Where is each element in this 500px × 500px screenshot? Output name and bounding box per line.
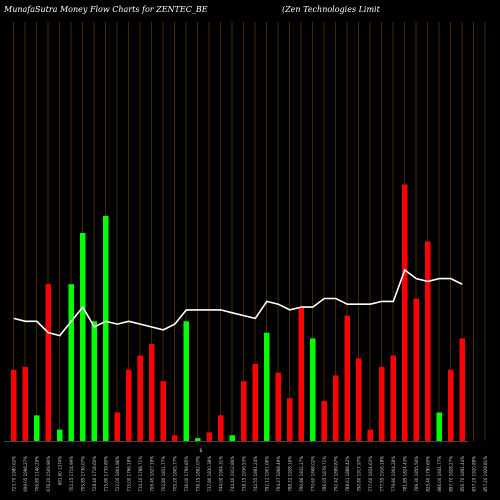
x-tick-label: 770.60 1848.02% [311,456,316,492]
x-tick-label: 702.15 1714.99% [69,456,74,492]
money-flow-bar [367,429,373,441]
money-flow-bar [241,381,247,441]
x-tick-label: 715.80 1739.80% [104,456,109,492]
money-flow-bar [22,366,28,441]
money-flow-bar [390,355,396,441]
money-flow-bar [114,412,120,441]
money-flow-bar [264,332,270,441]
money-flow-bar [172,435,178,441]
money-flow-bar [126,369,132,441]
x-tick-label: 738.15 1936.53% [242,456,247,492]
x-tick-label: 736.15 1892.07% [196,456,201,492]
x-tick-label: 788.61 1888.42% [345,456,350,492]
x-tick-label: 790.86 1832.27% [299,456,304,492]
money-flow-bar [402,184,408,441]
money-flow-bar [436,412,442,441]
money-flow-bar [103,215,109,441]
money-flow-bar [206,432,212,441]
money-flow-bar [275,372,281,441]
x-tick-label: 792.42 1899.87% [334,456,339,492]
x-tick-label: 794.27 1868.49% [276,456,281,492]
money-flow-bar [425,241,431,441]
money-flow-bar [68,284,74,441]
money-flow-bar [218,415,224,441]
money-flow-bar [45,284,51,441]
x-tick-label: 706.80 1146.29% [35,456,40,492]
x-tick-label: 676.20 1509.96% [46,456,51,492]
x-tick-label: 781.85 1824.43% [403,456,408,492]
money-flow-bar [149,344,155,441]
money-flow-bar [287,398,293,441]
x-tick-label: 728.40 1718.60% [92,456,97,492]
x-tick-label: 742.55 1881.24% [253,456,258,492]
money-flow-bar [34,415,40,441]
chart-subtitle: (Zen Technologies Limit [282,5,381,14]
money-flow-bar [195,438,201,441]
money-flow-bar [321,401,327,441]
x-tick-label: 702.80 1831.77% [161,456,166,492]
x-tick-label: 705.20 1805.77% [173,456,178,492]
price-trend-line [13,268,463,337]
x-tick-label: 722.00 1804.96% [115,456,120,492]
money-flow-bar [310,338,316,441]
x-tick-label: 737.80 1830.38% [207,456,212,492]
x-tick-label: 837.20 1920.88% [472,456,477,492]
money-flow-bars [11,184,465,441]
money-flow-bar [160,381,166,441]
money-flow-bar [298,307,304,441]
x-tick-label: 744.00 1904.31% [219,456,224,492]
x-tick-label: 897.70 1828.27% [449,456,454,492]
x-tick-label: 744.40 1912.86% [230,456,235,492]
money-flow-bar [379,366,385,441]
money-flow-bar [11,369,17,441]
money-flow-bar [137,355,143,441]
x-tick-label: 777.60 1824.63% [368,456,373,492]
x-tick-label: 681.60 1374% [58,456,63,485]
x-tick-label: 825.40 1790.60% [426,456,431,492]
x-tick-label: 715.00 1766.18% [127,456,132,492]
money-flow-bar [344,315,350,441]
x-tick-label: 856.70 1892.44% [460,456,465,492]
x-tick-label: 779.80 1904.28% [391,456,396,492]
x-tick-label: 699.05 1998.27% [23,456,28,492]
money-flow-bar [91,321,97,441]
x-tick-label: 786.05 1878.71% [322,456,327,492]
x-tick-label: 788.22 1928.16% [288,456,293,492]
money-flow-bar [333,375,339,441]
x-tick-label: 789.30 1855.56% [414,456,419,492]
x-tick-label: 736.00 1799.85% [184,456,189,492]
x-tick-label: 723.70 1980.62% [12,456,17,492]
money-flow-bar [356,358,362,441]
x-tick-label: 792.12 1901.06% [265,456,270,492]
x-tick-label: 886.00 1841.77% [437,456,442,492]
money-flow-bar [413,298,419,441]
x-tick-label: 705.85 1736.07% [81,456,86,492]
x-tick-labels: 723.70 1980.62% 699.05 1998.27% 706.80 114… [12,456,489,492]
x-tick-label: 777.55 1916.18% [380,456,385,492]
money-flow-bar [252,364,258,441]
x-tick-label: 857.20 1928.81% [483,456,488,492]
chart-title: MunafaSutra Money Flow Charts for ZENTEC… [3,5,208,14]
x-tick-label: 706.45 1827.19% [150,456,155,492]
axis-separator-label: $ [199,448,202,454]
money-flow-bar [448,369,454,441]
money-flow-bar [459,338,465,441]
money-flow-bar [229,435,235,441]
x-tick-label: 710.10 1788.71% [138,456,143,492]
x-tick-label: 790.80 1917.97% [357,456,362,492]
money-flow-bar [57,429,63,441]
money-flow-bar [183,321,189,441]
money-flow-bar [80,232,86,441]
